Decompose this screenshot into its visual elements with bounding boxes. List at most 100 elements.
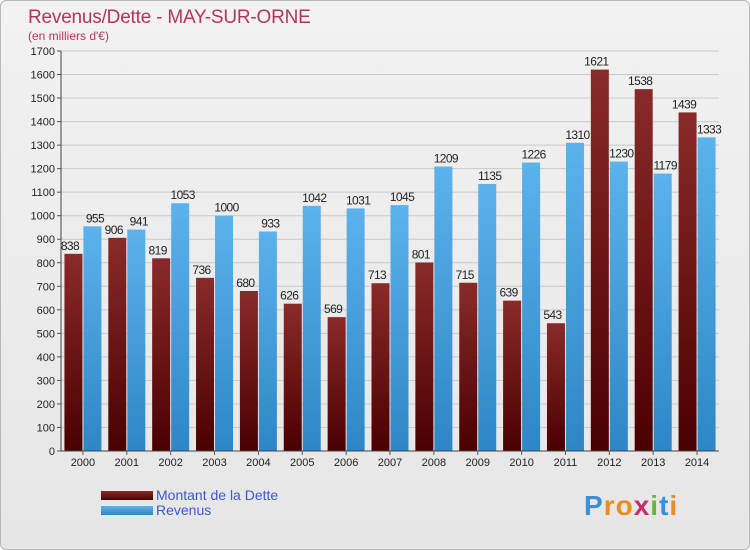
bar-revenus-label: 1230 xyxy=(609,147,634,161)
bar-revenus-label: 1226 xyxy=(521,148,546,162)
y-tick-label: 1000 xyxy=(31,211,55,223)
bar-revenus xyxy=(697,137,716,451)
y-tick-label: 1400 xyxy=(31,117,55,129)
x-tick-label: 2002 xyxy=(158,457,182,469)
x-tick-label: 2009 xyxy=(465,457,489,469)
x-tick-label: 2011 xyxy=(554,457,578,469)
bar-revenus xyxy=(522,162,541,451)
y-tick-label: 200 xyxy=(37,399,55,411)
x-tick-label: 2008 xyxy=(422,457,446,469)
legend-swatch-revenus xyxy=(101,506,153,515)
y-tick-label: 500 xyxy=(37,328,55,340)
proxiti-logo: Proxiti xyxy=(584,490,678,522)
bar-revenus-label: 1135 xyxy=(478,169,502,183)
legend-swatch-dette xyxy=(101,491,153,500)
x-tick-label: 2014 xyxy=(685,457,709,469)
x-tick-label: 2006 xyxy=(334,457,358,469)
y-tick-label: 1300 xyxy=(31,140,55,152)
bar-revenus-label: 1333 xyxy=(697,122,722,136)
logo-letter: r xyxy=(603,490,616,521)
bar-revenus xyxy=(478,183,497,452)
x-tick-label: 2007 xyxy=(378,457,402,469)
bar-revenus xyxy=(83,226,102,451)
bar-revenus-label: 1179 xyxy=(653,159,677,173)
bar-dette-label: 543 xyxy=(543,308,562,322)
bar-dette xyxy=(459,282,478,451)
bar-revenus-label: 955 xyxy=(86,211,105,225)
bar-dette xyxy=(590,69,609,452)
logo-letter: o xyxy=(615,490,634,521)
bar-revenus-label: 1045 xyxy=(390,190,415,204)
bar-dette xyxy=(327,317,346,451)
y-tick-label: 0 xyxy=(49,446,55,458)
bar-revenus-label: 1209 xyxy=(434,152,459,166)
y-tick-label: 300 xyxy=(37,375,55,387)
y-tick-label: 600 xyxy=(37,305,55,317)
y-tick-label: 100 xyxy=(37,422,55,434)
bar-dette-label: 715 xyxy=(456,268,475,282)
bar-revenus xyxy=(302,205,321,451)
bar-dette-label: 713 xyxy=(368,268,387,282)
bars xyxy=(64,69,716,452)
bar-dette xyxy=(152,258,171,451)
y-tick-label: 800 xyxy=(37,258,55,270)
bar-revenus-label: 1310 xyxy=(565,128,590,142)
x-tick-label: 2012 xyxy=(597,457,621,469)
bar-revenus xyxy=(609,161,628,451)
bar-revenus xyxy=(346,208,365,451)
bar-dette xyxy=(503,300,522,451)
logo-letter: t xyxy=(659,490,670,521)
bar-revenus-label: 1031 xyxy=(346,193,371,207)
bar-revenus xyxy=(653,173,672,451)
bar-revenus xyxy=(127,229,146,451)
y-tick-label: 700 xyxy=(37,281,55,293)
bar-revenus-label: 941 xyxy=(130,215,149,229)
x-tick-label: 2000 xyxy=(71,457,95,469)
legend-label-dette: Montant de la Dette xyxy=(156,487,279,503)
bar-dette-label: 680 xyxy=(236,276,255,290)
x-tick-label: 2003 xyxy=(202,457,226,469)
y-tick-label: 400 xyxy=(37,352,55,364)
bar-revenus xyxy=(434,166,453,451)
bar-revenus-label: 1053 xyxy=(171,188,196,202)
bar-revenus-label: 933 xyxy=(261,216,280,230)
x-tick-label: 2005 xyxy=(290,457,314,469)
grid-lines xyxy=(61,50,719,452)
bar-revenus-label: 1042 xyxy=(302,191,327,205)
bar-dette xyxy=(678,112,697,451)
bar-dette xyxy=(239,291,258,451)
bar-dette-label: 1621 xyxy=(584,55,609,69)
bar-dette-label: 639 xyxy=(499,286,518,300)
bar-dette-label: 736 xyxy=(192,263,211,277)
bar-dette xyxy=(108,237,127,451)
y-tick-label: 1600 xyxy=(31,70,55,82)
logo-letter: P xyxy=(584,490,604,521)
y-tick-label: 900 xyxy=(37,234,55,246)
y-tick-label: 1100 xyxy=(31,187,55,199)
x-tick-label: 2004 xyxy=(246,457,270,469)
bar-dette-label: 906 xyxy=(105,223,124,237)
logo-letter: i xyxy=(669,490,679,521)
logo-letter: i xyxy=(650,490,660,521)
x-tick-label: 2010 xyxy=(509,457,533,469)
bar-dette xyxy=(546,323,565,451)
logo-letter: x xyxy=(633,490,651,521)
chart-title: Revenus/Dette - MAY-SUR-ORNE xyxy=(28,7,311,28)
x-tick-label: 2013 xyxy=(641,457,665,469)
bar-revenus-label: 1000 xyxy=(214,201,239,215)
bar-revenus xyxy=(171,203,190,451)
bar-dette xyxy=(283,303,302,451)
bar-dette-label: 569 xyxy=(324,302,343,316)
chart-subtitle: (en milliers d'€) xyxy=(28,29,109,43)
bar-dette-label: 819 xyxy=(149,243,168,257)
legend-label-revenus: Revenus xyxy=(156,502,212,518)
bar-dette-label: 838 xyxy=(61,239,80,253)
bar-dette-label: 626 xyxy=(280,289,299,303)
bar-revenus xyxy=(390,205,409,451)
y-tick-label: 1500 xyxy=(31,93,55,105)
bar-dette-label: 1439 xyxy=(672,97,697,111)
bar-dette xyxy=(634,89,653,451)
bar-revenus xyxy=(258,231,277,451)
